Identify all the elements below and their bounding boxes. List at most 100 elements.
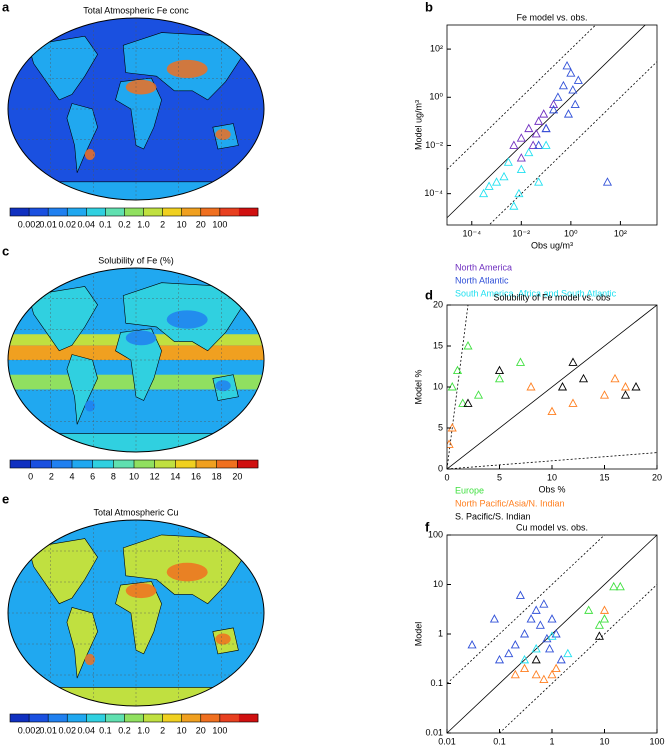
data-point	[509, 140, 519, 149]
colorbar-cell	[200, 714, 221, 722]
colorbar-label: 20	[232, 471, 242, 481]
y-axis-label: Model %	[413, 369, 423, 404]
map	[8, 520, 264, 706]
colorbar-cell	[124, 714, 144, 722]
panel-label: e	[2, 491, 9, 506]
data-point	[570, 99, 580, 108]
data-point	[584, 605, 594, 614]
data-point	[458, 398, 468, 407]
data-point	[620, 382, 631, 391]
data-point	[548, 104, 559, 114]
colorbar-cell	[124, 208, 144, 216]
data-point	[568, 357, 578, 366]
data-point	[519, 629, 530, 638]
data-point	[568, 85, 578, 94]
data-point	[519, 654, 530, 664]
data-point	[473, 390, 484, 399]
map	[8, 18, 264, 200]
continent	[66, 103, 98, 173]
data-point	[578, 373, 589, 383]
colorbar-cell	[105, 714, 125, 722]
colorbar-cell	[86, 714, 106, 722]
hotspot	[166, 310, 208, 329]
colorbar-label: 0.01	[39, 725, 57, 735]
x-tick-label: 10⁻⁴	[462, 228, 481, 238]
data-point	[524, 147, 534, 157]
y-tick-label: 15	[433, 340, 443, 350]
data-point	[557, 382, 568, 391]
colorbar-label: 0.2	[118, 219, 131, 229]
y-tick-label: 0	[438, 463, 443, 473]
colorbar-cell	[143, 208, 163, 216]
reference-line	[447, 535, 657, 733]
data-point	[467, 640, 477, 649]
colorbar-label: 16	[191, 471, 201, 481]
x-tick-label: 100	[649, 736, 664, 746]
panel-label: b	[425, 0, 433, 14]
data-point	[510, 669, 520, 679]
data-point	[519, 663, 530, 673]
data-point	[535, 620, 545, 629]
x-axis-label: Obs	[544, 748, 561, 750]
data-point	[594, 620, 604, 629]
data-point	[539, 599, 549, 608]
legend-entry: Europe	[455, 485, 484, 495]
data-point	[494, 654, 505, 664]
colorbar-cell	[29, 208, 49, 216]
data-point	[531, 605, 541, 614]
colorbar-label: 18	[212, 471, 222, 481]
colorbar-label: 0.1	[99, 219, 112, 229]
colorbar-cell	[181, 714, 202, 722]
y-tick-label: 100	[428, 529, 443, 539]
continent	[28, 538, 98, 605]
legend-entry: North Atlantic	[455, 275, 509, 285]
y-tick-label: 1	[438, 628, 443, 638]
x-tick-label: 10⁰	[564, 228, 578, 238]
colorbar-cell	[181, 208, 202, 216]
legend-entry: North Pacific/Asia/N. Indian	[455, 498, 565, 508]
data-point	[515, 590, 525, 599]
colorbar-cell	[29, 714, 49, 722]
legend-entry: S. Pacific/S. Indian	[455, 511, 531, 521]
colorbar-label: 20	[196, 219, 206, 229]
colorbar-cell	[134, 460, 155, 468]
colorbar-cell	[238, 714, 259, 722]
colorbar-cell	[92, 460, 114, 468]
hotspot	[125, 583, 157, 599]
colorbar-cell	[86, 208, 106, 216]
hotspot	[84, 149, 96, 160]
colorbar-cell	[113, 460, 135, 468]
colorbar-label: 100	[212, 725, 227, 735]
colorbar-label: 8	[111, 471, 116, 481]
legend-entry: North America	[455, 262, 512, 272]
data-point	[534, 140, 544, 149]
data-point	[531, 129, 541, 138]
data-point	[515, 357, 526, 366]
colorbar-cell	[105, 208, 125, 216]
x-tick-label: 10	[599, 736, 609, 746]
map-title: Total Atmospheric Cu	[93, 507, 178, 517]
hotspot	[166, 59, 208, 79]
plot	[447, 535, 657, 733]
colorbar-label: 2	[160, 725, 165, 735]
data-point	[620, 390, 631, 399]
colorbar-cell	[238, 208, 259, 216]
y-tick-label: 5	[438, 422, 443, 432]
y-axis-label: Model ug/m³	[413, 100, 423, 150]
data-point	[504, 648, 514, 658]
colorbar-cell	[48, 714, 68, 722]
x-tick-label: 10²	[614, 228, 627, 238]
data-point	[534, 116, 544, 125]
reference-line	[447, 535, 606, 684]
panel-label: d	[425, 287, 433, 302]
data-point	[599, 614, 610, 623]
continent	[28, 286, 98, 352]
colorbar-cell	[67, 208, 87, 216]
colorbar-label: 1.0	[137, 725, 150, 735]
hotspot	[215, 633, 231, 645]
colorbar-label: 0.02	[58, 725, 76, 735]
colorbar-label: 14	[170, 471, 180, 481]
colorbar-border	[9, 207, 259, 217]
data-point	[599, 390, 610, 399]
